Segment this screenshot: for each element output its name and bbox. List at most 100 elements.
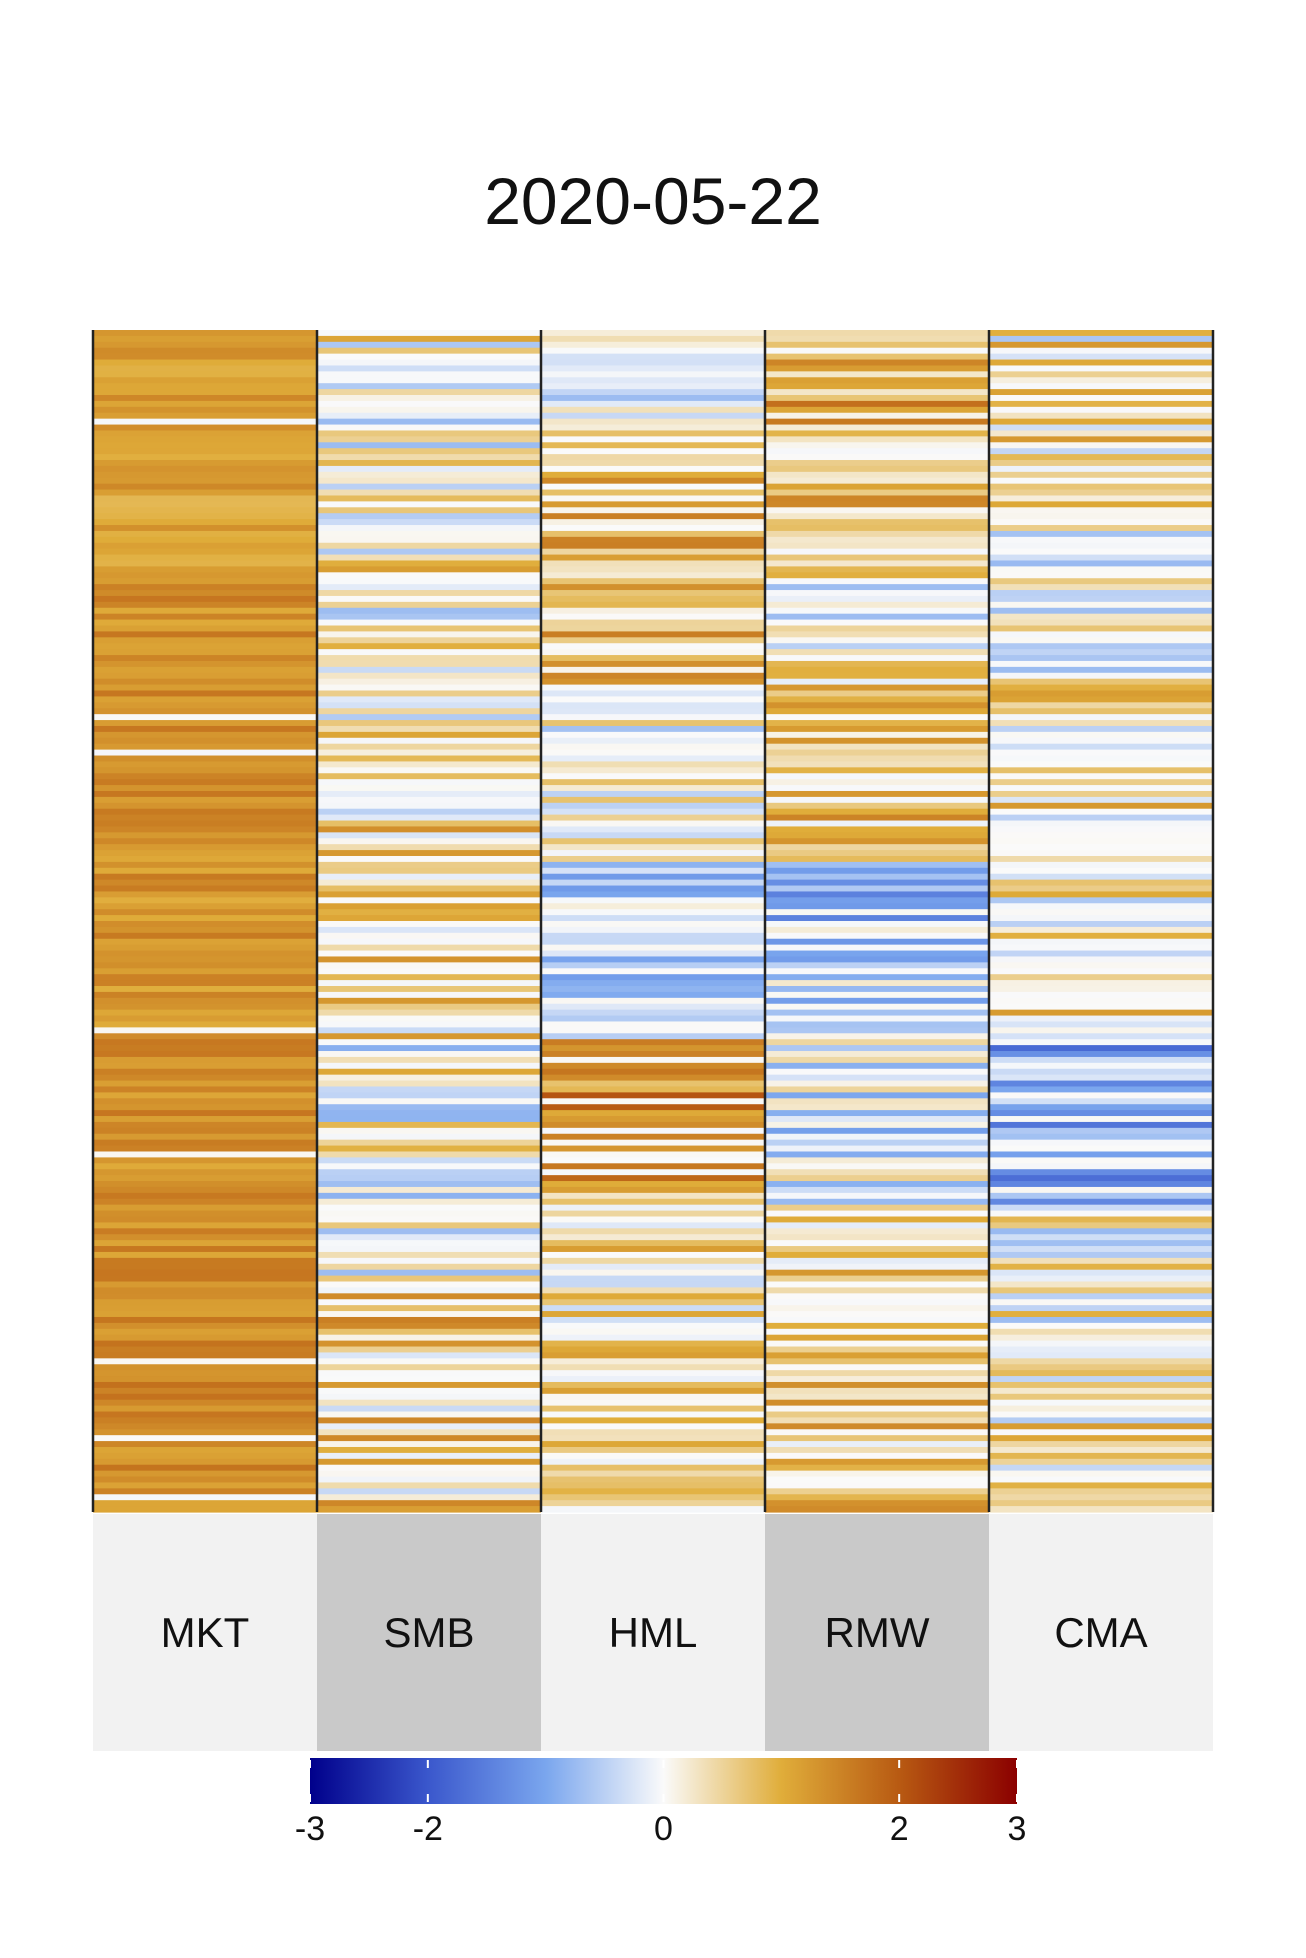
heatmap-cell <box>317 1429 541 1436</box>
heatmap-cell <box>93 1263 317 1271</box>
heatmap-cell <box>541 1015 765 1023</box>
heatmap-cell <box>93 507 317 514</box>
heatmap-cell <box>317 335 541 343</box>
heatmap-cell <box>765 1110 989 1117</box>
heatmap-cell <box>93 448 317 455</box>
heatmap-cell <box>541 915 765 922</box>
heatmap-cell <box>93 1464 317 1472</box>
heatmap-cell <box>317 1322 541 1330</box>
heatmap-cell <box>93 1027 317 1034</box>
heatmap-cell <box>93 649 317 656</box>
heatmap-cell <box>765 637 989 644</box>
heatmap-cell <box>541 1506 765 1513</box>
heatmap-cell <box>989 926 1213 934</box>
heatmap-cell <box>317 968 541 975</box>
heatmap-cell <box>989 702 1213 709</box>
heatmap-cell <box>989 649 1213 656</box>
heatmap-cell <box>93 1281 317 1289</box>
heatmap-cell <box>989 1488 1213 1495</box>
heatmap-cell <box>541 1340 765 1348</box>
heatmap-cell <box>989 773 1213 780</box>
heatmap-cell <box>317 1340 541 1348</box>
heatmap-cell <box>765 1068 989 1076</box>
heatmap-cell <box>765 1021 989 1028</box>
heatmap-cell <box>541 542 765 550</box>
heatmap-cell <box>541 997 765 1005</box>
heatmap-cell <box>765 1452 989 1460</box>
heatmap-cell <box>989 424 1213 432</box>
heatmap-cell <box>317 1417 541 1424</box>
heatmap-cell <box>541 643 765 650</box>
heatmap-cell <box>93 832 317 839</box>
heatmap-cell <box>989 1287 1213 1294</box>
heatmap-cell <box>93 1133 317 1141</box>
heatmap-cell <box>765 909 989 916</box>
heatmap-cell <box>765 932 989 940</box>
heatmap-cell <box>93 655 317 662</box>
heatmap-cell <box>765 1281 989 1289</box>
heatmap-cell <box>93 1452 317 1460</box>
heatmap-cell <box>317 1346 541 1354</box>
heatmap-cell <box>541 566 765 573</box>
heatmap-cell <box>93 595 317 603</box>
heatmap-cell <box>541 1251 765 1259</box>
colorbar-tick-label: 3 <box>1007 1810 1027 1848</box>
heatmap-cell <box>93 1021 317 1028</box>
heatmap-cell <box>93 584 317 591</box>
heatmap-cell <box>93 779 317 786</box>
heatmap-cell <box>989 684 1213 692</box>
heatmap-cell <box>989 1269 1213 1277</box>
heatmap-cell <box>765 1299 989 1306</box>
heatmap-cell <box>989 832 1213 839</box>
heatmap-cell <box>317 525 541 532</box>
heatmap-cell <box>541 1458 765 1466</box>
heatmap-cell <box>93 1015 317 1023</box>
heatmap-cell <box>989 1045 1213 1052</box>
heatmap-cell <box>317 655 541 662</box>
heatmap-cell <box>93 377 317 384</box>
heatmap-cell <box>765 720 989 727</box>
heatmap-cell <box>317 1423 541 1430</box>
heatmap-cell <box>93 997 317 1005</box>
heatmap-cell <box>765 365 989 372</box>
heatmap-cell <box>93 926 317 934</box>
heatmap-cell <box>989 560 1213 567</box>
heatmap-cell <box>317 584 541 591</box>
heatmap-cell <box>541 891 765 898</box>
heatmap-cell <box>541 1210 765 1218</box>
heatmap-cell <box>989 601 1213 609</box>
heatmap-cell <box>317 607 541 615</box>
heatmap-cell <box>93 631 317 638</box>
heatmap-cell <box>541 1198 765 1206</box>
heatmap-cell <box>541 944 765 952</box>
heatmap-cell <box>317 974 541 981</box>
heatmap-cell <box>93 885 317 893</box>
heatmap-cell <box>765 1210 989 1218</box>
heatmap-cell <box>317 720 541 727</box>
heatmap-cell <box>317 613 541 621</box>
heatmap-cell <box>93 891 317 898</box>
heatmap-cell <box>765 1228 989 1235</box>
heatmap-cell <box>541 1316 765 1324</box>
heatmap-cell <box>765 962 989 969</box>
heatmap-cell <box>317 477 541 485</box>
heatmap-cell <box>541 1488 765 1495</box>
heatmap-cell <box>765 330 989 337</box>
heatmap-cell <box>989 1452 1213 1460</box>
heatmap-cell <box>317 619 541 627</box>
heatmap-cell <box>93 1121 317 1129</box>
heatmap-cell <box>317 1299 541 1306</box>
heatmap-cell <box>989 1009 1213 1017</box>
heatmap-cell <box>93 1204 317 1212</box>
heatmap-cell <box>765 1346 989 1354</box>
heatmap-cell <box>989 1482 1213 1489</box>
heatmap-cell <box>317 649 541 656</box>
heatmap-cell <box>93 1240 317 1247</box>
heatmap-cell <box>93 460 317 467</box>
heatmap-cell <box>541 932 765 940</box>
heatmap-cell <box>989 1257 1213 1265</box>
heatmap-cell <box>989 1098 1213 1105</box>
heatmap-cell <box>765 400 989 408</box>
heatmap-cell <box>989 725 1213 733</box>
heatmap-cell <box>317 1110 541 1117</box>
